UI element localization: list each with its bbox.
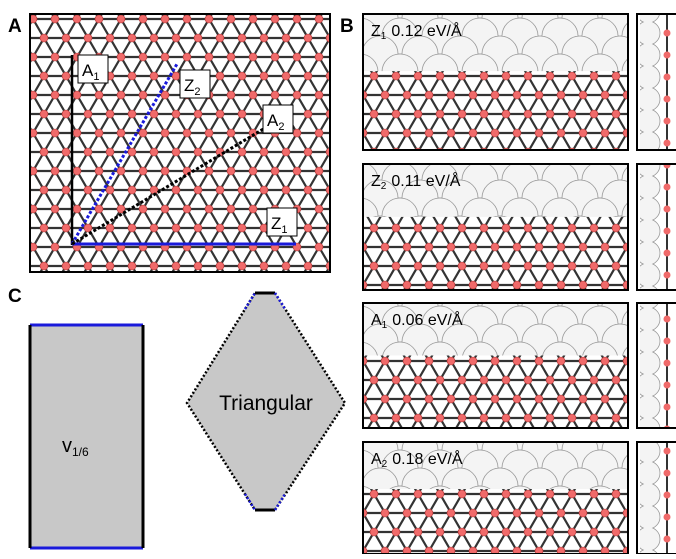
- edge-panel: Z1 0.12 eV/Å: [363, 14, 676, 150]
- lattice: [363, 71, 628, 150]
- shape-label: Triangular: [219, 392, 313, 415]
- edge-panel: A2 0.18 eV/Å: [363, 442, 676, 554]
- label-sub: 2: [194, 86, 200, 98]
- label-letter: Z: [371, 173, 381, 190]
- label-letter: Z: [371, 23, 381, 40]
- label-sub: 2: [278, 121, 284, 133]
- label-sub: 1: [93, 71, 99, 83]
- lattice: [363, 217, 628, 290]
- side-view: [637, 442, 676, 554]
- panel-label: C: [8, 286, 22, 307]
- side-view: [637, 14, 676, 150]
- edge-panel: A1 0.06 eV/Å: [363, 303, 676, 428]
- label-letter: Z: [184, 76, 194, 95]
- panel-label: A: [8, 16, 22, 37]
- label-letter: A: [371, 312, 382, 329]
- label-letter: A: [371, 451, 382, 468]
- edge-panel: Z2 0.11 eV/Å: [363, 164, 676, 290]
- energy: 0.12 eV/Å: [391, 21, 462, 40]
- label-sub: 1/6: [72, 445, 89, 459]
- label-sub: 1: [281, 224, 287, 236]
- energy: 0.06 eV/Å: [392, 310, 463, 329]
- figure: A A1Z2A2Z1 B Z10.12 eV/ÅZ20.11 eV/ÅA10.0…: [0, 0, 676, 554]
- panel-label: B: [340, 16, 354, 37]
- lattice: [363, 489, 628, 554]
- label-sub: 2: [381, 181, 387, 192]
- energy: 0.18 eV/Å: [392, 449, 463, 468]
- label-letter: A: [267, 111, 279, 130]
- shape-v16: [30, 325, 143, 548]
- lattice: [363, 356, 628, 429]
- label-letter: A: [82, 61, 94, 80]
- label-letter: v: [62, 435, 72, 457]
- label-sub: 2: [382, 459, 388, 470]
- label-sub: 1: [382, 320, 388, 331]
- label-letter: Z: [271, 214, 281, 233]
- label-sub: 1: [381, 31, 387, 42]
- side-view: [637, 164, 676, 290]
- side-view: [637, 303, 676, 428]
- energy: 0.11 eV/Å: [391, 171, 460, 190]
